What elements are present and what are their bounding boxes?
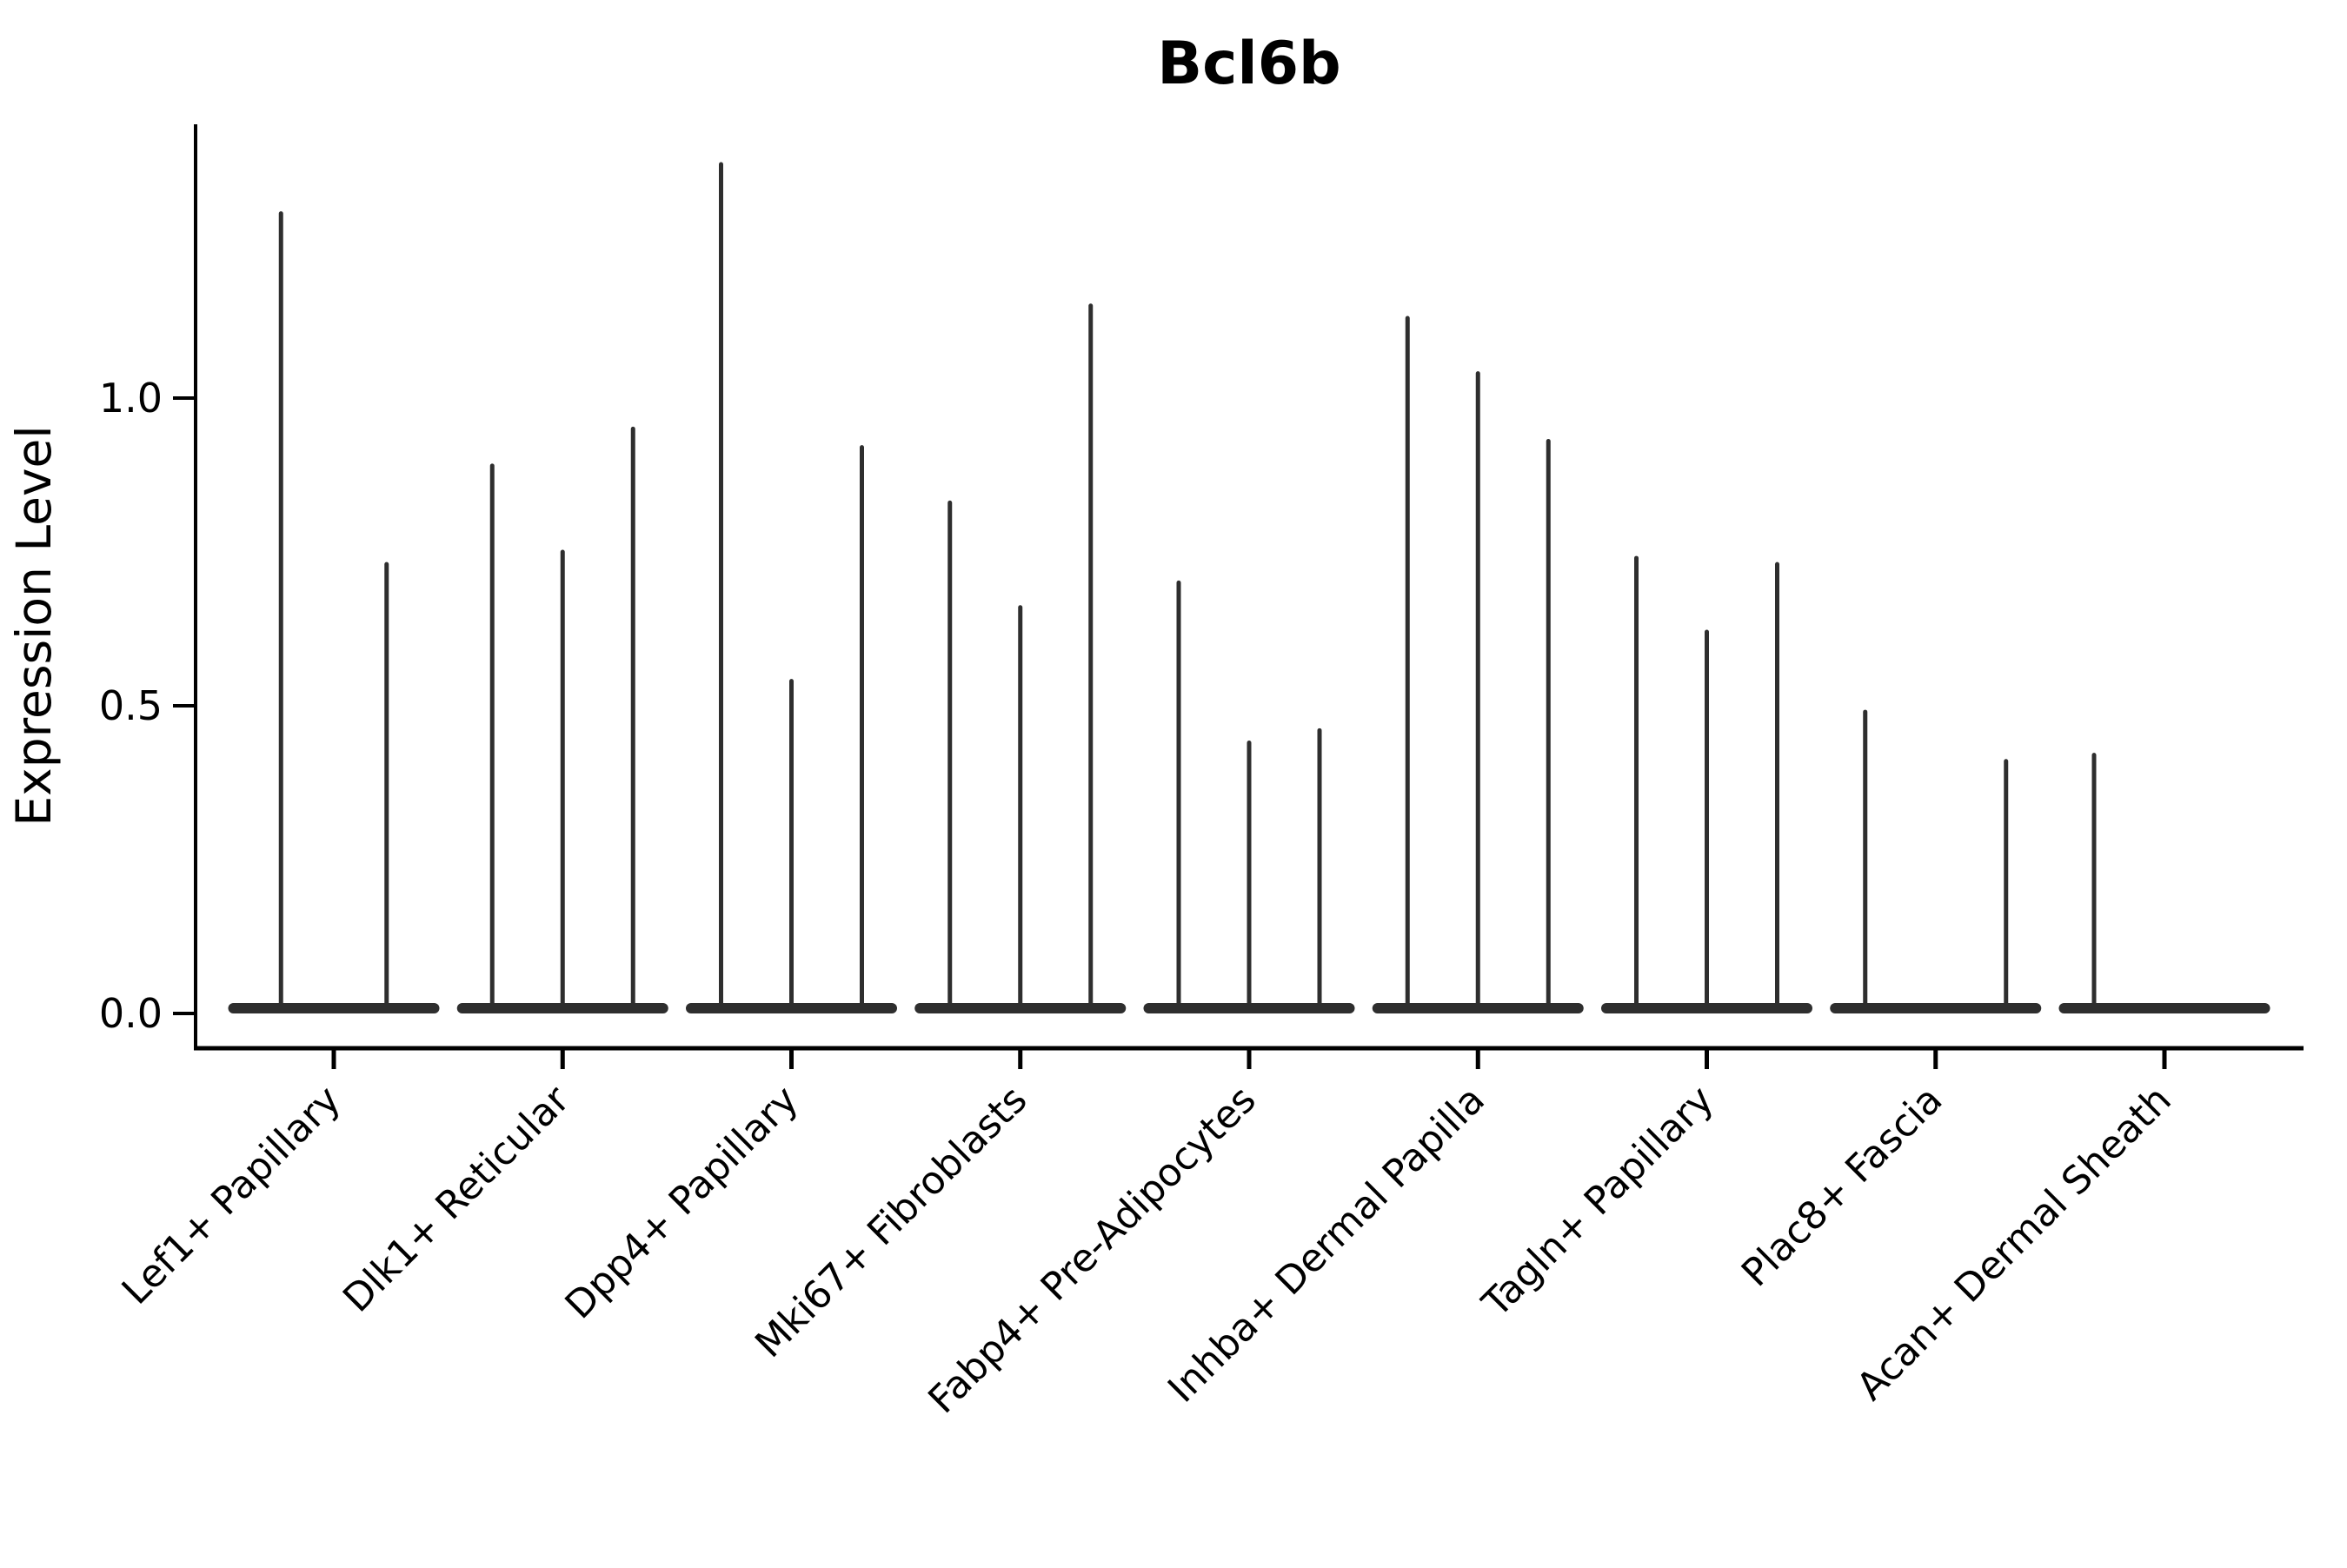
x-tick-label: Dpp4+ Papillary [557,1078,808,1328]
y-tick-label: 1.0 [99,375,163,422]
violin-group [1143,580,1355,1013]
violin-group [2058,753,2271,1013]
chart-title: Bcl6b [1157,30,1340,98]
x-tick-label: Lef1+ Papillary [114,1078,349,1313]
violin-group [686,162,897,1013]
violin-group [456,426,668,1013]
violin-base [2058,1003,2271,1013]
violin-group [228,211,440,1013]
violin-base [228,1003,440,1013]
violin-group [1830,709,2042,1013]
violin-group [1601,555,1812,1013]
violin-base [1830,1003,2042,1013]
x-tick-label: Tagln+ Papillary [1473,1078,1722,1326]
violin-group [914,303,1127,1013]
y-axis-label: Expression Level [6,425,62,826]
y-tick-label: 0.0 [99,990,163,1037]
violin-group [1372,316,1584,1013]
x-tick-label: Plac8+ Fascia [1733,1078,1951,1296]
y-tick-label: 0.5 [99,682,163,729]
x-tick-label: Dlk1+ Reticular [335,1077,579,1321]
